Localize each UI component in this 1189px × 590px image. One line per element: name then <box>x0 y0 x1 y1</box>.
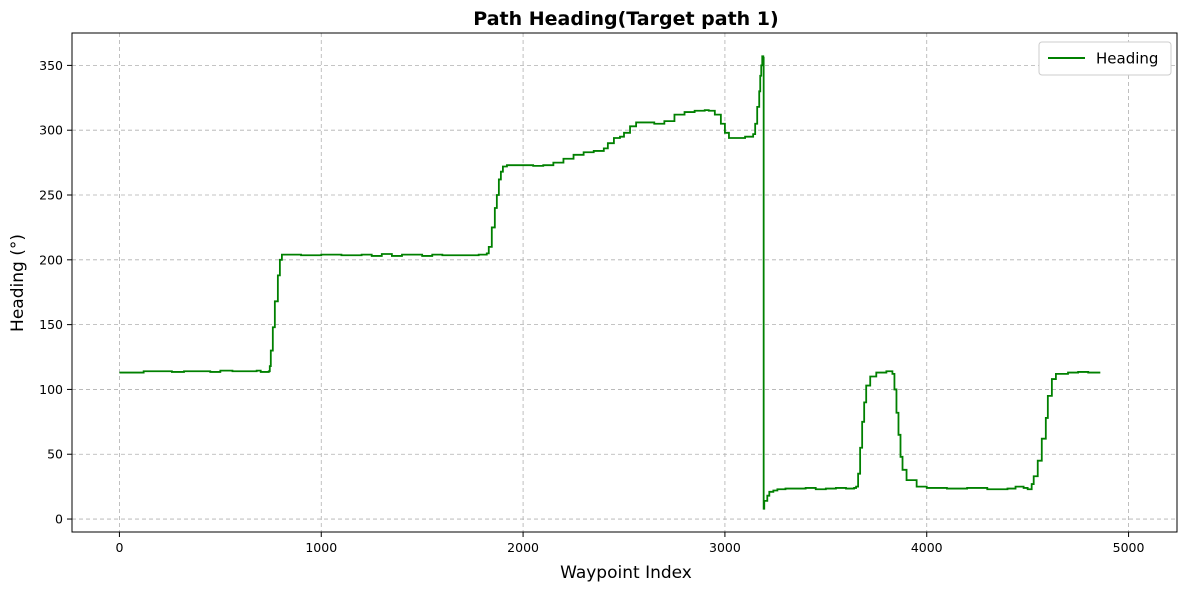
plot-frame <box>71 32 1178 533</box>
y-tick-label: 300 <box>39 123 63 138</box>
ticks: 0 1000 2000 3000 4000 5000 0 50 100 150 200 250 300 3… <box>39 58 1144 555</box>
y-tick-label: 350 <box>39 58 63 73</box>
series-layer <box>119 55 1101 510</box>
y-tick-label: 200 <box>39 252 63 267</box>
x-tick-label: 4000 <box>911 540 943 555</box>
x-tick-label: 2000 <box>507 540 539 555</box>
series-line-heading <box>119 55 1101 510</box>
y-tick-label: 150 <box>39 317 63 332</box>
legend-box <box>1038 41 1172 76</box>
x-axis-label: Waypoint Index <box>560 563 692 583</box>
chart-title: Path Heading(Target path 1) <box>473 8 778 30</box>
y-tick-label: 250 <box>39 188 63 203</box>
y-axis-label: Heading (°) <box>8 234 28 332</box>
x-tick-label: 1000 <box>305 540 337 555</box>
legend-label-heading: Heading <box>1096 50 1158 68</box>
plot-area: 0 1000 2000 3000 4000 5000 0 50 100 150 200 250 300 3… <box>39 32 1178 555</box>
legend: Heading <box>1038 41 1172 76</box>
x-tick-label: 3000 <box>709 540 741 555</box>
y-tick-label: 50 <box>47 447 63 462</box>
y-tick-label: 0 <box>55 512 63 527</box>
x-tick-label: 0 <box>115 540 123 555</box>
y-tick-label: 100 <box>39 382 63 397</box>
x-tick-label: 5000 <box>1113 540 1145 555</box>
grid <box>72 33 1177 532</box>
